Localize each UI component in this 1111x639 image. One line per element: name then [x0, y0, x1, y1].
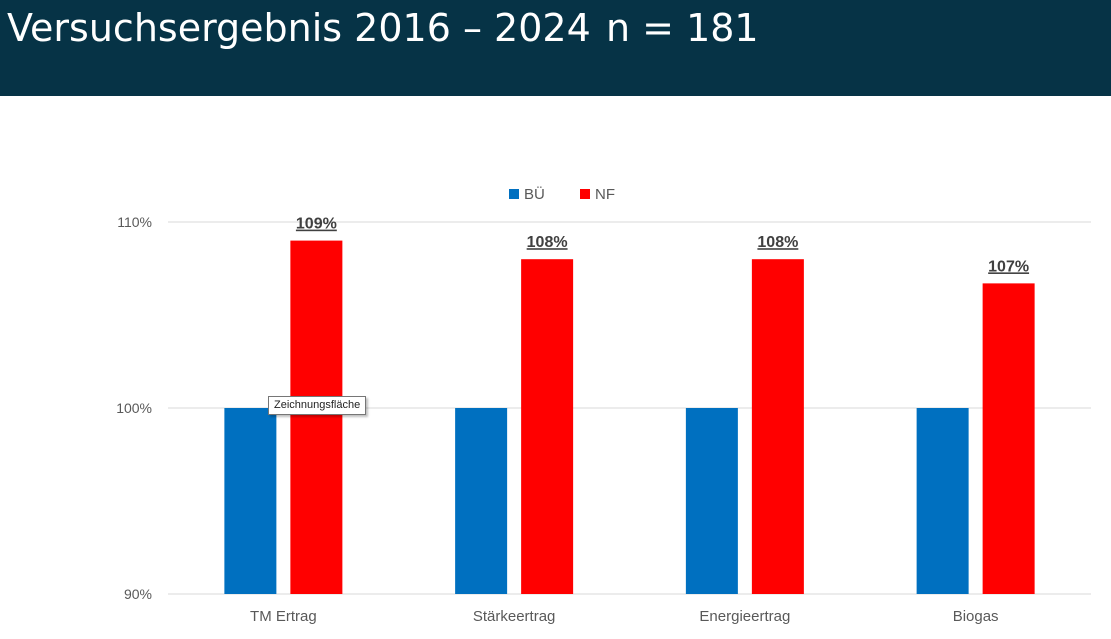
x-tick-label: Energieertrag: [699, 608, 790, 625]
plot-area-tooltip: Zeichnungsfläche: [268, 396, 367, 415]
y-tick-label: 110%: [117, 214, 152, 230]
bar-bu[interactable]: [224, 408, 277, 594]
y-tick-label: 90%: [124, 586, 152, 602]
bar-nf[interactable]: [982, 283, 1035, 594]
data-label: 107%: [988, 258, 1029, 275]
bar-nf[interactable]: [290, 240, 343, 594]
data-label: 108%: [527, 234, 568, 251]
slide-title: Versuchsergebnis 2016 – 2024: [7, 6, 591, 50]
legend-swatch: [509, 189, 519, 199]
bar-nf[interactable]: [521, 259, 574, 594]
data-label: 108%: [757, 234, 798, 251]
x-tick-label: Biogas: [953, 608, 999, 625]
x-tick-label: Stärkeertrag: [473, 608, 556, 625]
legend-label: BÜ: [524, 185, 545, 203]
legend-label: NF: [595, 186, 615, 203]
legend-swatch: [580, 189, 590, 199]
bar-nf[interactable]: [751, 259, 804, 594]
bar-bu[interactable]: [916, 408, 969, 594]
sample-size-label: n = 181: [606, 6, 759, 50]
bar-bu[interactable]: [685, 408, 738, 594]
y-tick-label: 100%: [116, 400, 152, 416]
title-banner: Versuchsergebnis 2016 – 2024 n = 181: [0, 0, 1111, 96]
x-tick-label: TM Ertrag: [250, 608, 317, 625]
bar-bu[interactable]: [455, 408, 508, 594]
data-label: 109%: [296, 216, 337, 233]
